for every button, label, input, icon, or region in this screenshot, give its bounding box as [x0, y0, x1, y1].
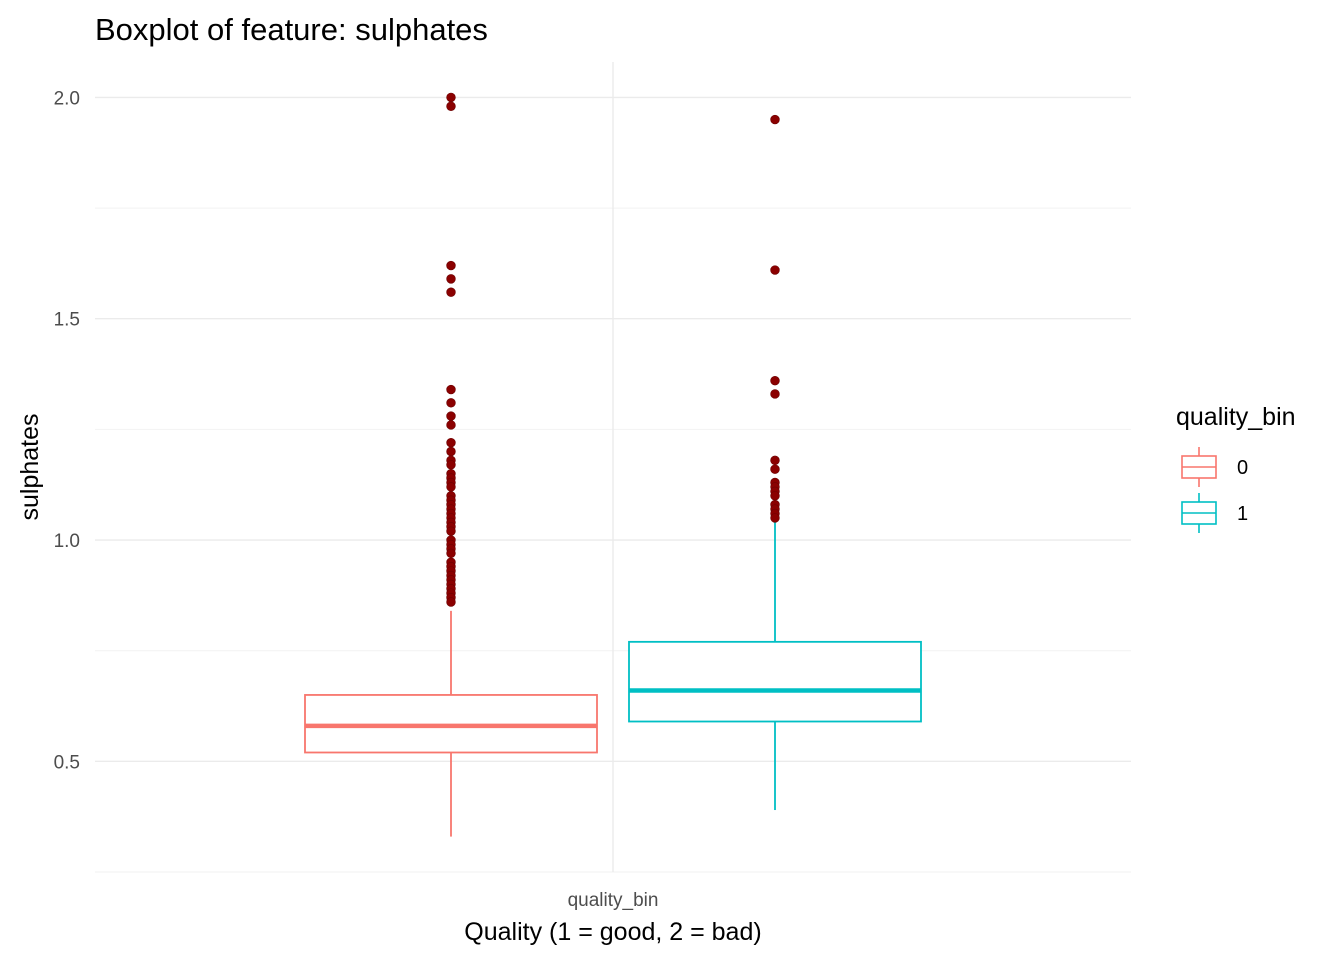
outlier-point: [770, 265, 780, 275]
outlier-point: [446, 437, 456, 448]
outlier-point: [446, 260, 456, 271]
legend-label: 1: [1237, 503, 1248, 525]
outlier-point: [446, 460, 456, 470]
legend-label: 0: [1237, 457, 1248, 479]
box: [628, 640, 922, 723]
outlier-point: [446, 482, 456, 492]
legend-key-0: 0: [1181, 447, 1248, 487]
outlier-point: [446, 384, 456, 395]
y-tick-label: 1.5: [54, 310, 80, 331]
outlier-point: [770, 464, 780, 474]
outlier-point: [446, 101, 456, 111]
outlier-point: [446, 597, 456, 607]
box-group-1: [628, 522, 922, 811]
outlier-point: [446, 420, 456, 430]
y-tick-labels: 0.5 1.0 1.5 2.0: [54, 88, 80, 773]
legend-title: quality_bin: [1176, 403, 1296, 431]
outlier-point: [770, 491, 780, 501]
y-axis-label: sulphates: [16, 413, 44, 520]
legend: quality_bin 01: [1176, 403, 1296, 533]
outlier-point: [446, 526, 456, 536]
outlier-point: [446, 274, 456, 284]
boxes: [304, 522, 922, 837]
outlier-point: [770, 375, 780, 386]
outlier-point: [446, 398, 456, 408]
outlier-point: [770, 513, 780, 523]
y-tick-label: 1.0: [54, 531, 80, 552]
outlier-point: [446, 92, 456, 103]
x-axis-label: Quality (1 = good, 2 = bad): [464, 918, 761, 946]
grid-lines: [95, 62, 1131, 873]
chart-title: Boxplot of feature: sulphates: [95, 12, 488, 47]
outlier-point: [446, 411, 456, 421]
outlier-point: [446, 287, 456, 297]
outlier-point: [446, 446, 456, 457]
outlier-point: [446, 548, 456, 559]
outlier-point: [770, 389, 780, 399]
box-group-0: [304, 610, 598, 837]
outlier-point: [770, 114, 780, 125]
y-tick-label: 0.5: [54, 752, 80, 773]
x-tick-label: quality_bin: [568, 890, 659, 911]
outlier-points: [446, 92, 780, 607]
outlier-point: [770, 455, 780, 466]
legend-keys: 01: [1181, 447, 1248, 533]
y-tick-label: 2.0: [54, 88, 80, 109]
legend-key-1: 1: [1181, 493, 1248, 533]
